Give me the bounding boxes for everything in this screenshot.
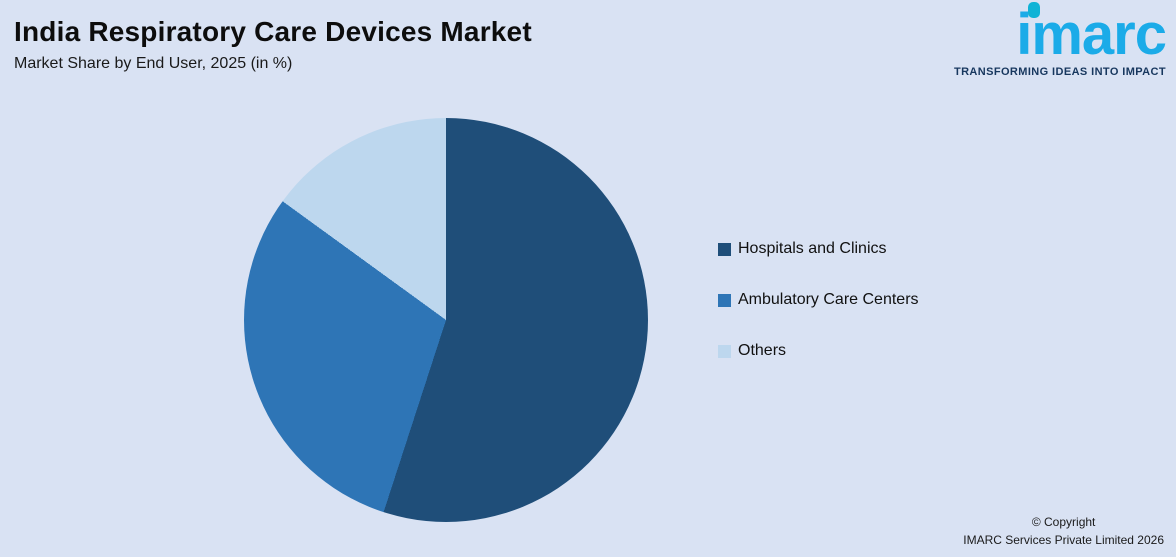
imarc-logo-tagline: TRANSFORMING IDEAS INTO IMPACT [953, 66, 1166, 78]
copyright-line2: IMARC Services Private Limited 2026 [963, 533, 1164, 547]
legend-swatch-icon [718, 242, 731, 256]
legend-swatch-icon [718, 293, 731, 307]
pie-chart [244, 118, 648, 522]
legend-swatch-icon [718, 344, 731, 358]
legend-item-others: Others [718, 342, 919, 360]
page-title: India Respiratory Care Devices Market [14, 16, 532, 47]
page-subtitle: Market Share by End User, 2025 (in %) [14, 55, 293, 72]
imarc-logo-dot-icon [1028, 2, 1041, 18]
legend-label: Others [738, 342, 787, 359]
imarc-logo-wordmark: imarc [1016, 2, 1167, 64]
legend-label: Ambulatory Care Centers [738, 291, 919, 308]
legend-item-hospitals-and-clinics: Hospitals and Clinics [718, 240, 919, 258]
imarc-logo: imarc TRANSFORMING IDEAS INTO IMPACT [953, 2, 1167, 78]
legend-label: Hospitals and Clinics [738, 240, 887, 257]
chart-legend: Hospitals and Clinics Ambulatory Care Ce… [718, 240, 919, 393]
legend-item-ambulatory-care-centers: Ambulatory Care Centers [718, 291, 919, 309]
copyright-notice: © Copyright IMARC Services Private Limit… [963, 513, 1164, 549]
copyright-line1: © Copyright [1031, 515, 1096, 529]
chart-header: India Respiratory Care Devices Market Ma… [14, 16, 532, 73]
imarc-logo-text: imarc [1016, 2, 1167, 67]
